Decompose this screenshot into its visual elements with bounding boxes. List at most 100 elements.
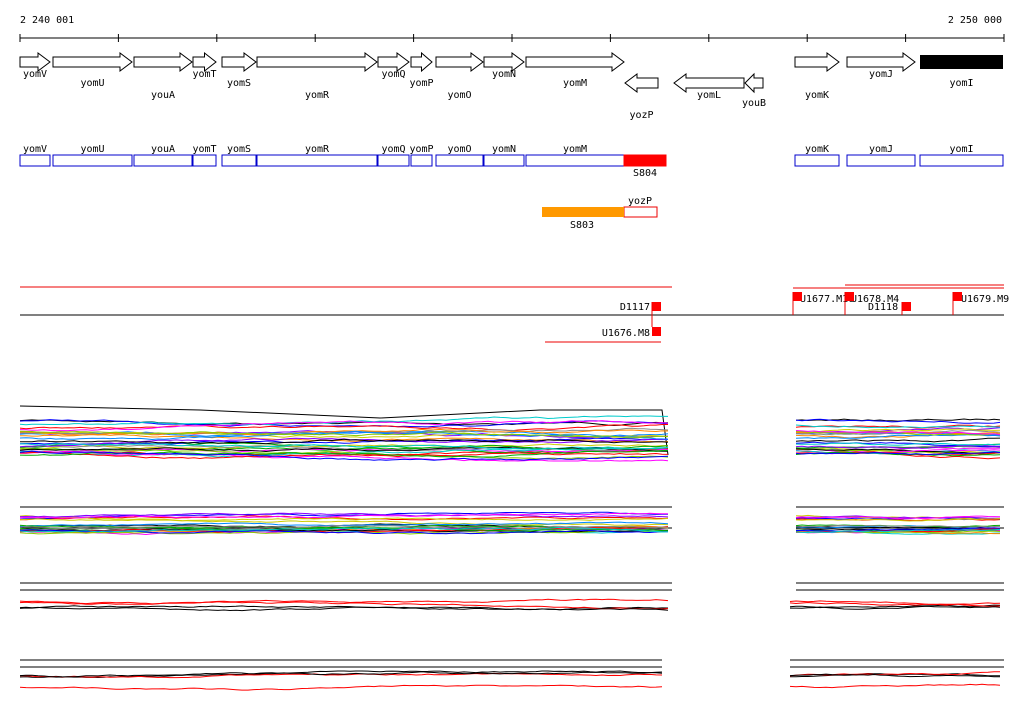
annotation-label: yomK xyxy=(805,144,829,155)
annotation-box xyxy=(377,154,410,167)
expression-line xyxy=(19,605,669,611)
expression-line xyxy=(19,415,668,426)
gene-label: yomQ xyxy=(381,69,405,80)
annotation-box xyxy=(794,154,840,167)
expression-line xyxy=(795,444,1001,449)
expression-line xyxy=(19,512,669,518)
expression-line xyxy=(795,424,1001,429)
gene-label: yomI xyxy=(949,78,973,89)
annotation-label: yomO xyxy=(447,144,471,155)
feature-flag xyxy=(652,327,661,336)
annotation-box xyxy=(525,154,625,167)
expression-line xyxy=(795,524,1001,528)
expression-line xyxy=(795,518,1001,522)
expression-line xyxy=(789,673,1001,678)
annotation-box xyxy=(256,154,378,167)
annotation-label: yomT xyxy=(192,144,216,155)
expression-line xyxy=(19,600,669,610)
feature-label: U1679.M9 xyxy=(961,294,1009,305)
gene-arrow xyxy=(525,52,625,72)
expression-line xyxy=(19,526,669,533)
gene-arrow xyxy=(846,52,916,72)
expression-line xyxy=(795,418,1001,424)
gene-arrow xyxy=(624,73,659,93)
feature-flag xyxy=(652,302,661,311)
expression-line xyxy=(795,528,1001,534)
annotation-box xyxy=(52,154,133,167)
expression-line xyxy=(789,601,1001,606)
gene-arrow xyxy=(673,73,745,93)
gene-label: yomP xyxy=(409,78,433,89)
annotation-label: yomN xyxy=(492,144,516,155)
gene-label: yomL xyxy=(697,90,721,101)
annotation-label: yomV xyxy=(23,144,47,155)
expression-line xyxy=(19,420,669,432)
annotation-box xyxy=(410,154,433,167)
expression-line xyxy=(19,450,669,461)
segment xyxy=(623,206,658,218)
expression-line xyxy=(795,448,1001,455)
feature-label: U1678.M4 xyxy=(851,294,899,305)
annotation-label: yomR xyxy=(305,144,330,155)
expression-line xyxy=(795,451,1001,457)
expression-line xyxy=(20,672,663,679)
annotation-label: yomS xyxy=(227,144,251,155)
annotation-box xyxy=(133,154,193,167)
expression-line xyxy=(19,443,669,451)
expression-line xyxy=(795,451,1001,456)
annotation-label: yomJ xyxy=(869,144,893,155)
expression-line xyxy=(19,515,669,521)
gene-label: yomJ xyxy=(869,69,893,80)
gene-arrow xyxy=(377,52,410,72)
expression-line xyxy=(795,430,1001,435)
expression-line xyxy=(19,524,669,529)
expression-line xyxy=(19,515,669,526)
gene-arrow xyxy=(410,51,433,73)
expression-line xyxy=(19,450,669,462)
gene-arrow xyxy=(19,52,51,72)
annotation-box xyxy=(435,154,484,167)
expression-line xyxy=(19,671,663,678)
annotation-label: S804 xyxy=(633,168,657,179)
gene-label: yomK xyxy=(805,90,829,101)
annotation-label: yomP xyxy=(409,144,433,155)
gene xyxy=(920,55,1003,69)
gene-label: youA xyxy=(151,90,175,101)
annotation-label: yomI xyxy=(949,144,973,155)
expression-line xyxy=(789,600,1001,607)
feature-label: U1677.M10 xyxy=(800,294,854,305)
expression-line xyxy=(796,527,1001,532)
expression-line xyxy=(795,442,1001,446)
feature-label: U1676.M8 xyxy=(602,328,650,339)
gene-label: yomU xyxy=(80,78,104,89)
annotation-label: yomM xyxy=(563,144,587,155)
expression-line xyxy=(19,424,668,432)
expression-line xyxy=(19,512,669,519)
feature-label: D1118 xyxy=(868,302,898,313)
expression-line xyxy=(19,430,669,439)
annotation-box xyxy=(846,154,916,167)
gene-arrow xyxy=(435,52,484,72)
gene-arrow xyxy=(133,52,193,72)
expression-line xyxy=(789,671,1001,677)
expression-line xyxy=(19,438,669,445)
gene-arrow xyxy=(256,52,378,72)
ruler-start: 2 240 001 xyxy=(20,15,74,26)
gene-label: yomV xyxy=(23,69,47,80)
gene-label: yomO xyxy=(447,90,471,101)
expression-line xyxy=(19,517,669,522)
expression-line xyxy=(789,683,1001,689)
feature-flag xyxy=(902,302,911,311)
expression-line xyxy=(19,684,663,691)
segment-label: yozP xyxy=(628,196,652,207)
gene-label: yomM xyxy=(563,78,587,89)
annotation-box xyxy=(483,154,525,167)
annotation-box xyxy=(623,154,667,167)
gene-label: yozP xyxy=(629,110,653,121)
gene-arrow xyxy=(794,52,840,72)
expression-line xyxy=(795,428,1001,434)
expression-line xyxy=(19,451,669,460)
gene-label: yomS xyxy=(227,78,251,89)
feature-flag xyxy=(953,292,962,301)
